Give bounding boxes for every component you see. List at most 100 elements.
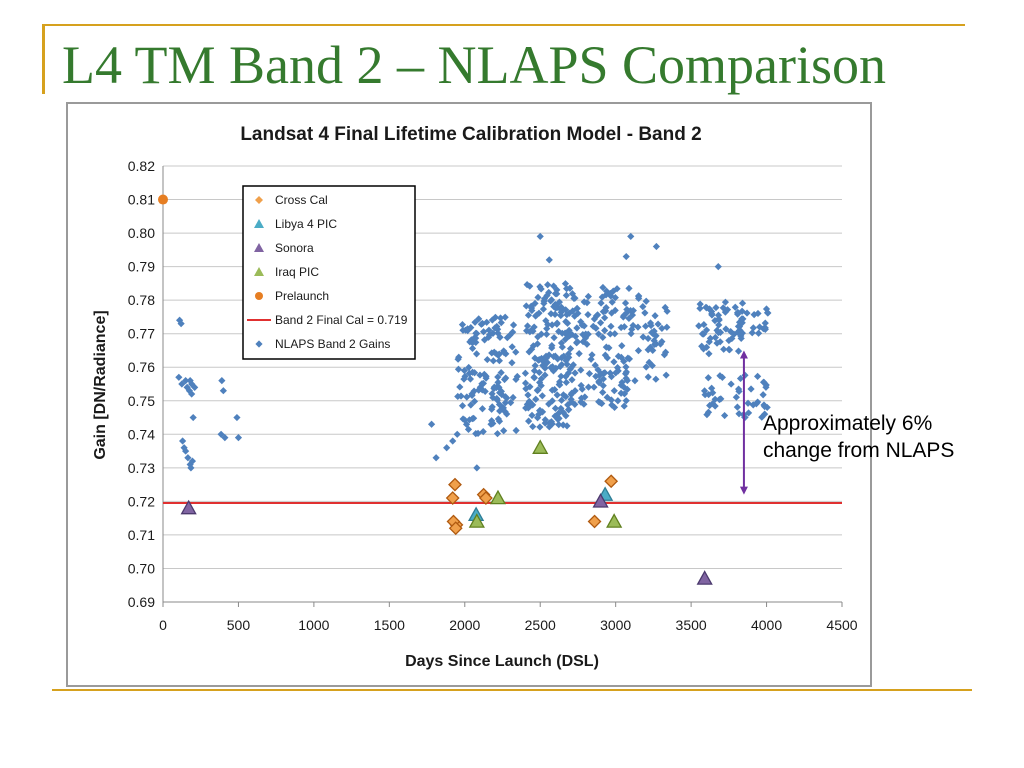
cross-cal-point [448,521,463,536]
nlaps-point [577,394,586,402]
nlaps-point [555,421,563,429]
nlaps-point [585,370,594,378]
nlaps-point [575,350,583,358]
nlaps-point [758,413,766,421]
nlaps-point [529,342,537,350]
nlaps-point [658,337,666,346]
y-tick-label: 0.69 [128,594,155,610]
nlaps-point [499,404,508,412]
nlaps-point [551,404,560,412]
nlaps-point [631,377,639,385]
nlaps-point [571,369,579,377]
nlaps-point [591,361,599,369]
legend-swatch [255,196,263,204]
nlaps-point [612,369,620,377]
nlaps-point [186,377,194,385]
nlaps-point [530,374,538,382]
nlaps-point [455,353,463,361]
x-axis-label: Days Since Launch (DSL) [405,653,599,670]
nlaps-point [509,321,518,329]
nlaps-point [622,363,630,371]
nlaps-point [568,389,576,397]
slide-title: L4 TM Band 2 – NLAPS Comparison [62,35,887,95]
nlaps-point [562,306,570,314]
nlaps-point [754,329,763,337]
y-axis-ticks: 0.69 0.70 0.71 0.72 0.73 0.74 0.75 0.76 0.77 0.78… [128,158,155,610]
data-marks [158,194,842,585]
nlaps-point [521,379,530,387]
y-tick-label: 0.71 [128,527,155,543]
nlaps-point [622,252,630,261]
nlaps-point [542,330,551,338]
nlaps-point [473,329,481,338]
nlaps-point [531,299,539,308]
nlaps-point [189,413,197,422]
nlaps-point [432,454,440,462]
nlaps-point [522,385,530,393]
nlaps-point [488,390,496,398]
x-tick-label: 2500 [525,617,556,633]
nlaps-point [748,329,756,337]
nlaps-point [524,404,532,412]
nlaps-point [734,385,743,393]
legend-label: Band 2 Final Cal = 0.719 [275,313,408,327]
nlaps-point [507,399,515,407]
nlaps-point [597,299,605,307]
nlaps-point [472,350,481,358]
nlaps-point [754,372,762,380]
nlaps-point [571,294,579,302]
legend-label: Cross Cal [275,193,328,207]
y-tick-label: 0.74 [128,426,155,442]
nlaps-point [579,330,587,339]
nlaps-point [532,395,540,403]
nlaps-point [456,383,464,391]
nlaps-point [569,307,577,315]
nlaps-point [521,369,529,377]
legend-swatch [255,340,263,348]
legend-label: Libya 4 PIC [275,217,337,231]
nlaps-point [500,427,508,435]
nlaps-point [715,315,723,323]
nlaps-point [639,303,647,311]
nlaps-point [696,304,704,312]
nlaps-point [601,326,609,335]
nlaps-point [577,381,585,390]
nlaps-point [527,326,535,334]
nlaps-point [567,398,575,406]
nlaps-point [557,404,565,413]
nlaps-point [500,375,509,384]
nlaps-point [639,333,647,341]
nlaps-point [652,242,661,251]
nlaps-point [614,397,622,405]
nlaps-point [607,373,616,381]
nlaps-point [646,319,655,327]
nlaps-point [606,330,614,338]
nlaps-point [717,395,725,403]
nlaps-point [645,358,653,366]
nlaps-point [543,291,551,300]
nlaps-point [528,345,536,353]
nlaps-point [479,379,488,388]
nlaps-point [711,395,719,403]
nlaps-point [646,343,654,351]
nlaps-point [559,391,568,399]
nlaps-point [551,310,559,319]
iraq-pic-point [468,513,485,528]
nlaps-point [714,311,723,319]
iraq-pic-point [532,439,549,454]
nlaps-point [560,352,568,360]
cross-cal-point [587,514,602,529]
nlaps-point [529,401,537,409]
nlaps-point [457,392,465,400]
nlaps-point [590,383,598,391]
nlaps-point [629,306,637,315]
nlaps-point [474,429,482,437]
chart-frame: Landsat 4 Final Lifetime Calibration Mod… [66,102,872,687]
x-tick-label: 4500 [826,617,857,633]
nlaps-point [182,447,190,455]
nlaps-point [503,334,511,342]
nlaps-point [535,368,543,377]
nlaps-point [623,385,631,393]
nlaps-point [719,304,727,312]
nlaps-point [509,393,517,402]
